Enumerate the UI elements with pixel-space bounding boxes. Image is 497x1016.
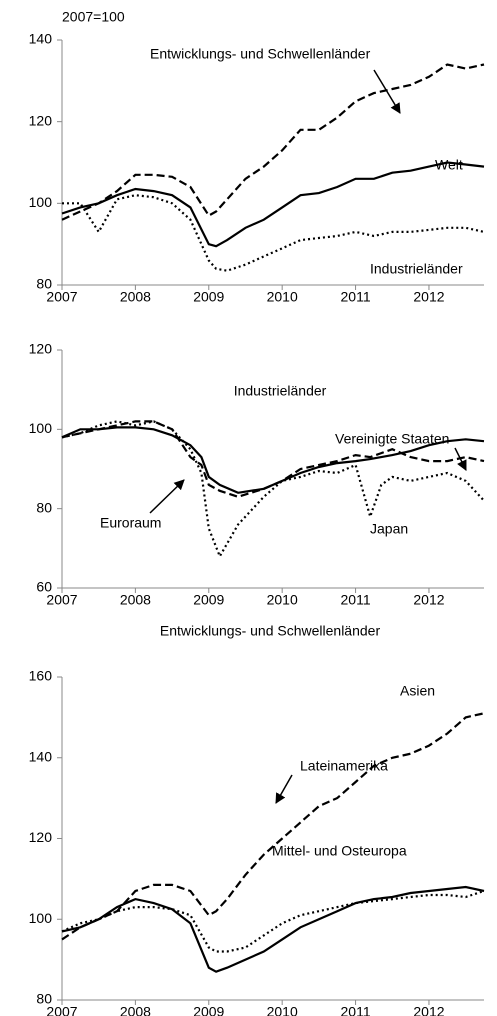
y-tick-label: 120 <box>29 112 53 128</box>
x-tick-label: 2012 <box>413 592 444 608</box>
series-line <box>61 420 485 559</box>
chart-title: Entwicklungs- und Schwellenländer <box>160 623 381 639</box>
x-tick-label: 2009 <box>193 289 224 305</box>
x-tick-label: 2007 <box>46 1004 77 1016</box>
x-tick-label: 2008 <box>120 592 151 608</box>
series-line <box>61 885 485 973</box>
y-axis-label: 2007=100 <box>62 9 125 25</box>
chart-title: Industrieländer <box>234 383 327 399</box>
y-tick-label: 100 <box>29 194 53 210</box>
y-tick-label: 60 <box>36 579 52 595</box>
arrow <box>373 69 401 114</box>
series-label: Asien <box>400 683 435 699</box>
x-tick-label: 2011 <box>341 289 371 305</box>
y-tick-label: 100 <box>29 910 53 926</box>
x-tick-label: 2011 <box>341 592 371 608</box>
series-label: Mittel- und Osteuropa <box>272 843 407 859</box>
x-tick-label: 2012 <box>413 289 444 305</box>
series-line <box>61 712 485 941</box>
series-label: Industrieländer <box>370 261 463 277</box>
y-tick-label: 140 <box>29 748 53 764</box>
y-tick-label: 160 <box>29 668 53 684</box>
arrow <box>275 774 293 804</box>
x-tick-label: 2008 <box>120 289 151 305</box>
y-tick-label: 120 <box>29 829 53 845</box>
y-tick-label: 80 <box>36 499 52 515</box>
series-line <box>61 161 485 248</box>
y-tick-label: 100 <box>29 420 53 436</box>
series-label: Entwicklungs- und Schwellenländer <box>150 46 371 62</box>
series-label: Vereinigte Staaten <box>335 431 449 447</box>
series-line <box>61 63 485 221</box>
x-tick-label: 2012 <box>413 1004 444 1016</box>
y-tick-label: 120 <box>29 341 53 357</box>
x-tick-label: 2007 <box>46 289 77 305</box>
series-line <box>61 889 485 953</box>
series-label: Euroraum <box>100 515 161 531</box>
series-line <box>62 194 485 272</box>
x-tick-label: 2007 <box>46 592 77 608</box>
series-label: Lateinamerika <box>300 758 388 774</box>
x-tick-label: 2009 <box>193 1004 224 1016</box>
series-label: Welt <box>435 157 463 173</box>
x-tick-label: 2010 <box>267 289 298 305</box>
y-tick-label: 80 <box>36 276 52 292</box>
y-tick-label: 140 <box>29 31 53 47</box>
y-tick-label: 80 <box>36 991 52 1007</box>
x-tick-label: 2008 <box>120 1004 151 1016</box>
x-tick-label: 2010 <box>267 1004 298 1016</box>
x-tick-label: 2011 <box>341 1004 371 1016</box>
x-tick-label: 2009 <box>193 592 224 608</box>
series-line <box>61 420 485 498</box>
x-tick-label: 2010 <box>267 592 298 608</box>
series-label: Japan <box>370 521 408 537</box>
arrow <box>149 479 185 514</box>
series-line <box>61 426 485 494</box>
